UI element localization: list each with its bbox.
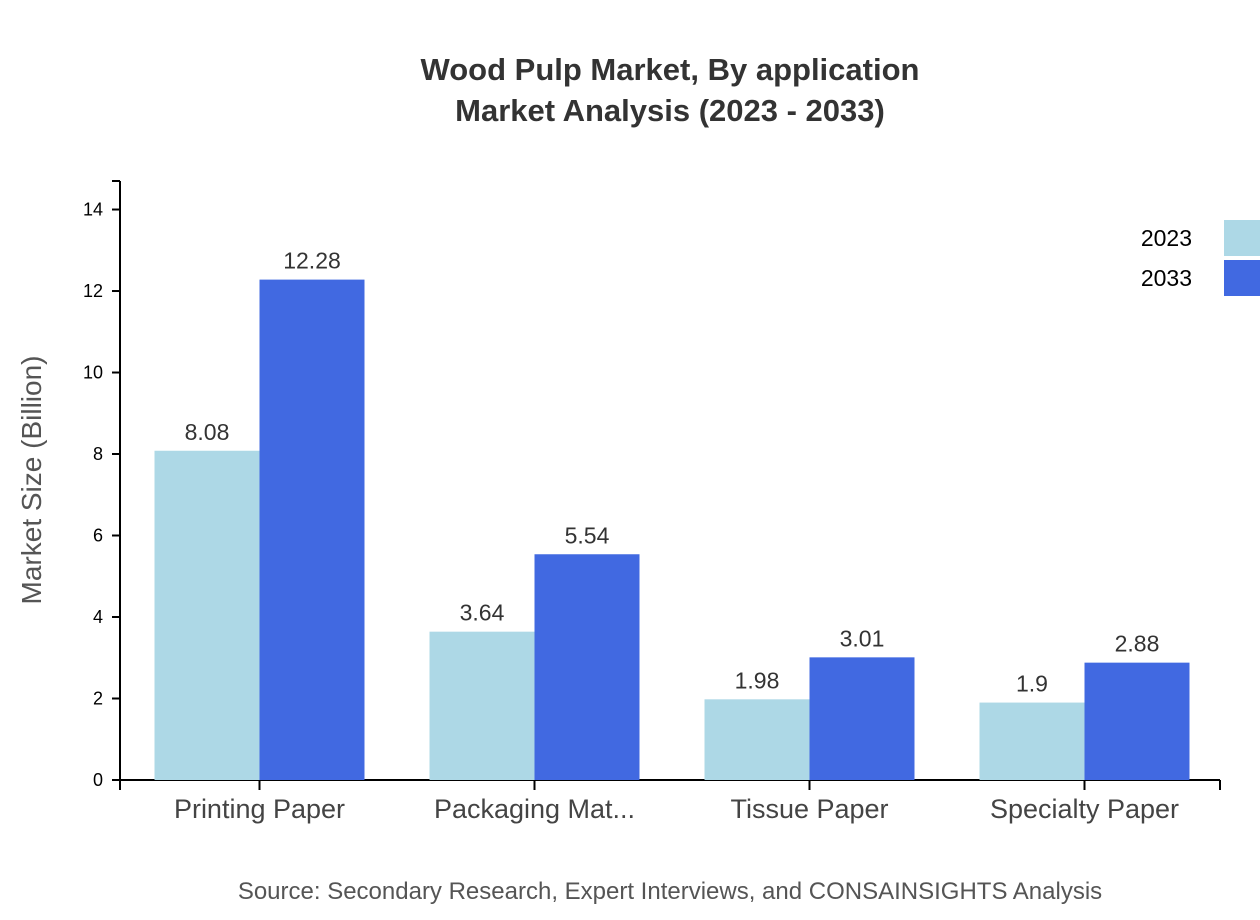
x-tick-label: Tissue Paper (730, 794, 888, 824)
bar-2033 (534, 554, 640, 780)
y-tick-label: 8 (93, 444, 103, 464)
data-label: 12.28 (283, 248, 341, 274)
y-tick-label: 4 (93, 607, 103, 627)
legend: 2023 2033 (1141, 220, 1260, 296)
x-tick-label: Printing Paper (174, 794, 345, 824)
bar-2033 (809, 657, 915, 780)
y-tick-label: 12 (83, 281, 103, 301)
data-label: 8.08 (185, 419, 230, 445)
data-label: 1.98 (735, 667, 780, 693)
bar-2023 (979, 702, 1085, 780)
data-label: 3.64 (460, 600, 505, 626)
legend-label: 2033 (1141, 265, 1192, 291)
chart-subtitle: Market Analysis (2023 - 2033) (455, 93, 885, 128)
bar-2023 (429, 631, 535, 780)
x-axis: Printing Paper Packaging Mat... Tissue Pap… (119, 779, 1221, 824)
y-tick-label: 6 (93, 526, 103, 546)
bars-group (154, 279, 1190, 780)
data-label: 2.88 (1115, 631, 1160, 657)
data-label: 3.01 (840, 625, 885, 651)
data-label: 1.9 (1016, 671, 1048, 697)
source-note: Source: Secondary Research, Expert Inter… (237, 878, 1103, 905)
y-tick-label: 2 (93, 689, 103, 709)
y-axis-label: Market Size (Billion) (16, 356, 47, 605)
data-label: 5.54 (565, 522, 610, 548)
x-tick-label: Packaging Mat... (434, 794, 635, 824)
y-tick-label: 14 (83, 200, 103, 220)
bar-2033 (1084, 662, 1190, 780)
data-labels-group: 8.08 12.28 3.64 5.54 1.98 3.01 1.9 2.88 (185, 248, 1160, 697)
x-tick-label: Specialty Paper (990, 794, 1179, 824)
bar-2033 (259, 279, 365, 780)
legend-swatch (1224, 220, 1260, 256)
y-tick-label: 0 (93, 770, 103, 790)
legend-label: 2023 (1141, 225, 1192, 251)
bar-2023 (154, 450, 260, 780)
legend-swatch (1224, 260, 1260, 296)
y-axis: 0 2 4 6 8 10 12 14 (83, 180, 121, 790)
bar-2023 (704, 699, 810, 780)
y-tick-label: 10 (83, 363, 103, 383)
chart-title: Wood Pulp Market, By application (420, 52, 920, 87)
